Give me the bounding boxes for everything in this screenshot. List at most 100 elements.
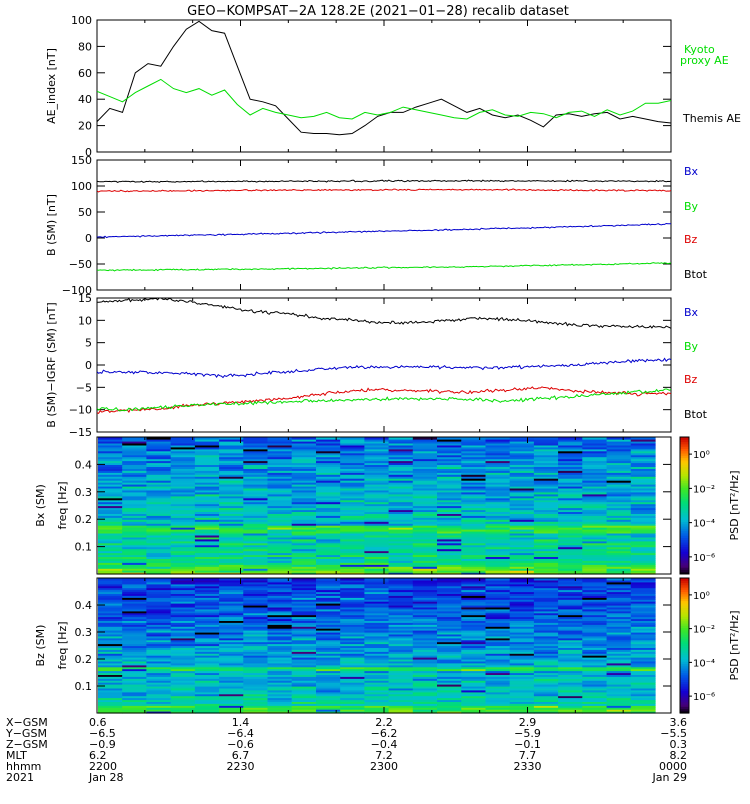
spectrogram-cell [509, 614, 535, 618]
spectrogram-cell [194, 532, 220, 536]
spectrogram-cell [533, 682, 559, 685]
spectrogram-cell [388, 686, 414, 689]
spectrogram-cell [194, 482, 220, 485]
spectrogram-cell [437, 606, 462, 610]
spectrogram-cell [388, 601, 414, 604]
spectrogram-cell [98, 452, 123, 456]
spectrogram-cell [194, 643, 220, 647]
spectrogram-cell [509, 446, 535, 450]
spectrogram-cell [364, 546, 390, 550]
spectrogram-cell [291, 464, 317, 467]
spectrogram-cell [558, 480, 583, 483]
spectrogram-cell [219, 676, 244, 679]
spectrogram-cell [437, 622, 462, 625]
spectrogram-cell [388, 597, 414, 600]
spectrogram-cell [243, 468, 269, 471]
spectrogram-cell [558, 572, 583, 575]
spectrogram-cell [485, 570, 511, 573]
spectrogram-cell [340, 517, 365, 520]
spectrogram-cell [291, 523, 317, 526]
spectrogram-cell [98, 529, 123, 532]
spectrogram-cell [267, 466, 293, 469]
colorbar-4-label-text: PSD [nT²/Hz] [728, 610, 741, 680]
spectrogram-cell [485, 462, 511, 465]
spectrogram-cell [194, 485, 220, 489]
spectrogram-cell [558, 472, 583, 475]
spectrogram-cell [509, 437, 535, 440]
spectrogram-cell [412, 676, 438, 679]
spectrogram-cell [146, 579, 172, 583]
spectrogram-cell [122, 655, 147, 658]
spectrogram-cell [194, 664, 220, 668]
spectrogram-cell [461, 527, 487, 530]
spectrogram-cell [243, 709, 269, 712]
spectrogram-cell [606, 525, 632, 528]
spectrogram-cell [558, 705, 583, 708]
spectrogram-cell [388, 470, 414, 473]
spectrogram-cell [170, 674, 196, 677]
spectrogram-cell [533, 536, 559, 540]
spectrogram-cell [388, 446, 414, 450]
spectrogram-cell [388, 695, 414, 699]
spectrogram-cell [170, 618, 196, 621]
spectrogram-cell [461, 666, 487, 670]
panel-0-ylabel-text: AE_index [nT] [45, 48, 58, 124]
spectrogram-cell [219, 603, 244, 606]
spectrogram-cell [364, 525, 390, 528]
spectrogram-cell [170, 497, 196, 501]
spectrogram-cell [170, 659, 196, 662]
spectrogram-cell [98, 709, 123, 712]
spectrogram-cell [509, 655, 535, 658]
spectrogram-cell [558, 626, 583, 629]
spectrogram-cell [194, 562, 220, 565]
spectrogram-cell [582, 624, 608, 627]
spectrogram-cell [437, 470, 462, 473]
spectrogram-cell [558, 482, 583, 485]
spectrogram-cell [340, 544, 365, 548]
spectrogram-cell [558, 474, 583, 477]
spectrogram-cell [412, 450, 438, 454]
spectrogram-cell [146, 605, 172, 608]
spectrogram-cell [437, 695, 462, 699]
spectrogram-cell [388, 614, 414, 618]
spectrogram-cell [558, 493, 583, 497]
spectrogram-cell [630, 507, 656, 511]
spectrogram-cell [412, 570, 438, 573]
spectrogram-cell [606, 454, 632, 458]
spectrogram-cell [98, 639, 123, 643]
spectrogram-cell [316, 614, 341, 618]
spectrogram-cell [98, 587, 123, 591]
spectrogram-cell [194, 546, 220, 550]
colorbar-3-segment [680, 514, 689, 518]
spectrogram-cell [558, 601, 583, 604]
spectrogram-cell [340, 624, 365, 627]
spectrogram-cell [267, 444, 293, 448]
spectrogram-cell [98, 620, 123, 623]
spectrogram-cell [412, 444, 438, 448]
spectrogram-cell [606, 603, 632, 606]
spectrogram-cell [582, 503, 608, 507]
spectrogram-cell [461, 591, 487, 594]
spectrogram-cell [243, 556, 269, 559]
spectrogram-cell [267, 572, 293, 575]
spectrogram-cell [388, 643, 414, 647]
spectrogram-cell [533, 624, 559, 627]
spectrogram-cell [509, 674, 535, 677]
spectrogram-cell [194, 544, 220, 548]
spectrogram-cell [219, 585, 244, 589]
spectrogram-cell [364, 511, 390, 514]
spectrogram-cell [219, 699, 244, 702]
spectrogram-cell [98, 616, 123, 620]
spectrogram-cell [194, 610, 220, 614]
spectrogram-cell [558, 701, 583, 704]
spectrogram-cell [388, 442, 414, 446]
spectrogram-cell [291, 560, 317, 563]
spectrogram-cell [146, 595, 172, 598]
spectrogram-cell [388, 572, 414, 575]
spectrogram-cell [364, 529, 390, 532]
spectrogram-cell [243, 454, 269, 458]
spectrogram-cell [243, 610, 269, 614]
spectrogram-cell [194, 572, 220, 575]
spectrogram-cell [606, 651, 632, 654]
spectrogram-cell [194, 616, 220, 620]
